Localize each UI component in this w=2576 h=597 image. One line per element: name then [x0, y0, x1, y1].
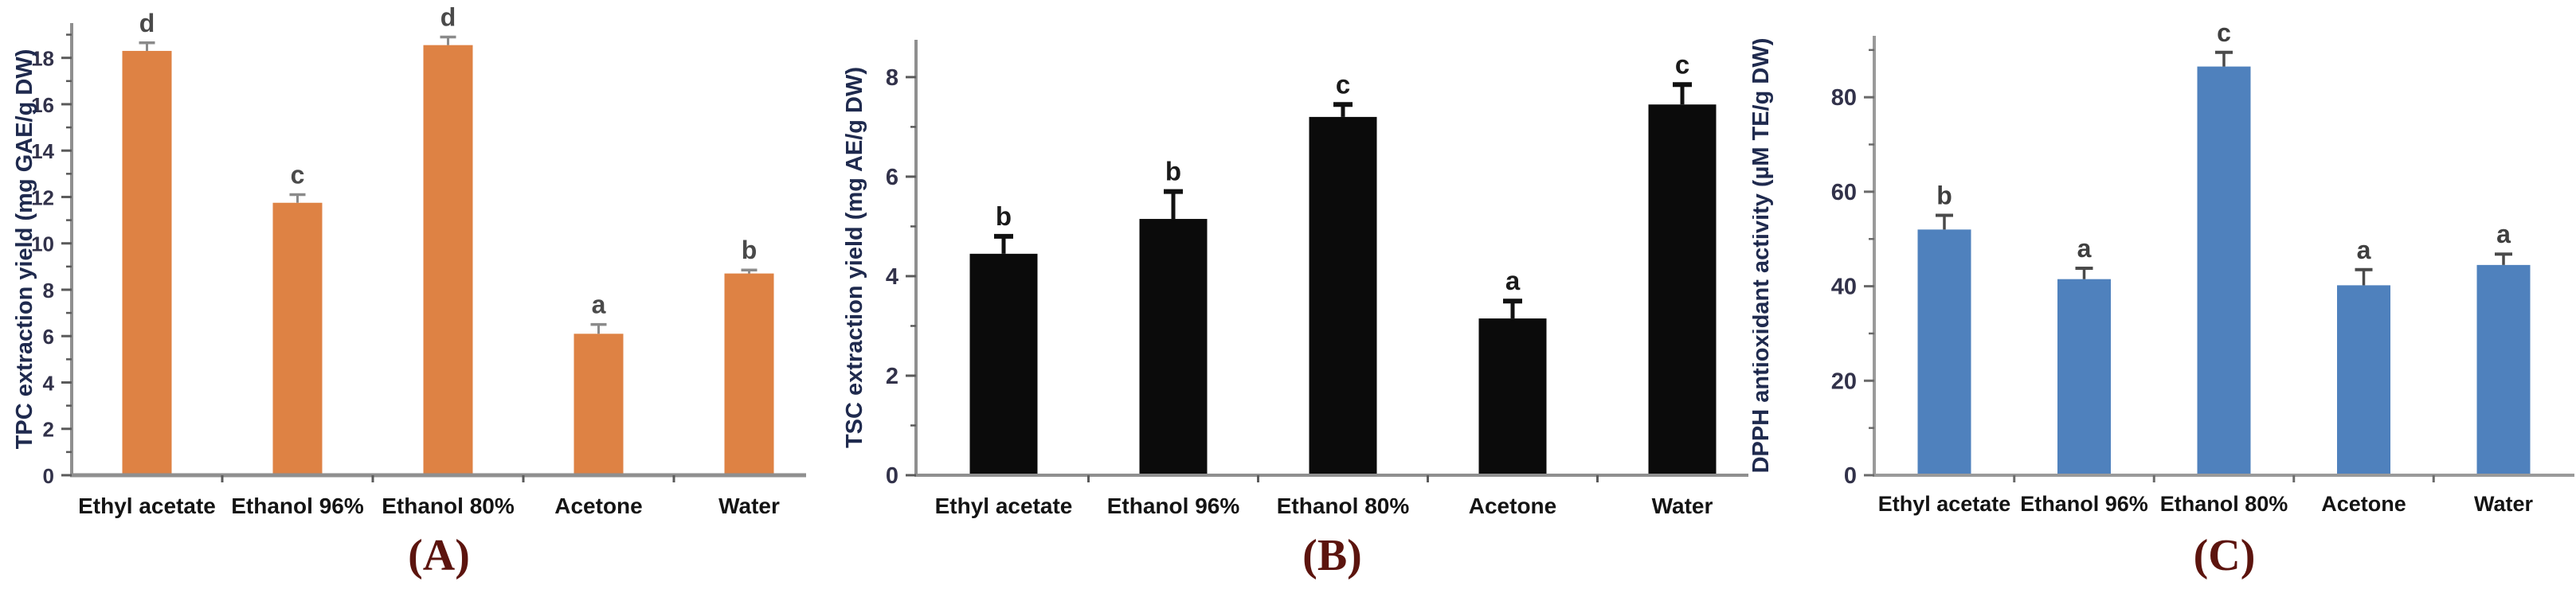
- sig-letter-0: d: [139, 9, 155, 37]
- panel-label: (A): [408, 531, 470, 580]
- bars-group: b b c a c: [969, 49, 1717, 476]
- y-tick-label: 14: [31, 139, 54, 163]
- bars-group: d c d a b: [122, 2, 774, 475]
- y-tick-label: 12: [31, 185, 54, 209]
- y-axis-label: TPC extraction yield (mg GAE/g DW): [12, 49, 37, 450]
- bar-4: [2476, 264, 2531, 475]
- bar-4: [1648, 104, 1717, 476]
- category-label-1: Ethanol 96%: [231, 494, 364, 518]
- panel-b-tsc: b b c a c 0 2 4 6 8 Ethyl acetate Ethanol 96% Ethano…: [844, 0, 1752, 597]
- y-tick-label: 2: [43, 418, 54, 442]
- category-label-0: Ethyl acetate: [935, 494, 1073, 518]
- sig-letter-0: b: [996, 201, 1012, 231]
- category-label-2: Ethanol 80%: [2160, 492, 2288, 516]
- sig-letter-2: c: [1336, 69, 1350, 99]
- y-tick-label: 0: [886, 463, 898, 489]
- category-label-4: Water: [718, 494, 780, 518]
- category-label-3: Acetone: [554, 494, 642, 518]
- axes-group: 0 2 4 6 8: [886, 40, 1748, 489]
- bar-0: [969, 253, 1038, 475]
- sig-letter-3: a: [1505, 266, 1521, 295]
- y-tick-label: 2: [886, 364, 898, 389]
- y-tick-label: 6: [43, 325, 54, 349]
- y-tick-label: 80: [1831, 85, 1857, 111]
- y-axis-label: DPPH antioxidant activity (µM TE/g DW): [1752, 38, 1774, 474]
- y-tick-label: 4: [886, 264, 898, 290]
- bar-2: [1309, 116, 1377, 475]
- category-label-0: Ethyl acetate: [1878, 492, 2011, 516]
- y-axis-label: TSC extraction yield (mg AE/g DW): [844, 67, 867, 448]
- sig-letter-4: b: [742, 236, 758, 264]
- category-label-0: Ethyl acetate: [78, 494, 216, 518]
- axes-group: 0 20 40 60 80: [1831, 36, 2574, 489]
- sig-letter-3: a: [592, 291, 606, 319]
- y-tick-label: 10: [31, 232, 54, 256]
- category-label-1: Ethanol 96%: [2020, 492, 2148, 516]
- bar-2: [423, 45, 473, 475]
- y-tick-label: 40: [1831, 275, 1857, 300]
- bar-3: [2337, 285, 2390, 475]
- tpc-bar-chart: d c d a b 0 2 4 6 8 10 12 14 16 18 Ethyl acetate Ethanol…: [12, 2, 806, 580]
- panel-label: (C): [2194, 531, 2256, 580]
- y-tick-label: 6: [886, 165, 898, 190]
- panel-label: (B): [1302, 531, 1362, 580]
- sig-letter-0: b: [1936, 181, 1952, 210]
- y-tick-label: 16: [31, 93, 54, 117]
- bar-1: [2057, 279, 2111, 475]
- sig-letter-1: c: [291, 161, 305, 189]
- axes-group: 0 2 4 6 8 10 12 14 16 18: [31, 23, 806, 488]
- y-tick-label: 60: [1831, 180, 1857, 205]
- category-label-4: Water: [1652, 494, 1713, 518]
- sig-letter-4: c: [1675, 49, 1689, 79]
- sig-letter-2: c: [2217, 18, 2231, 47]
- category-label-3: Acetone: [2321, 492, 2406, 516]
- category-label-3: Acetone: [1469, 494, 1556, 518]
- bar-0: [1917, 229, 1971, 475]
- bar-1: [272, 202, 323, 475]
- dpph-bar-chart: b a c a a 0 20 40 60 80 Ethyl acetate Ethanol 96% Et…: [1752, 18, 2574, 580]
- panel-a-tpc: d c d a b 0 2 4 6 8 10 12 14 16 18 Ethyl acetate Ethanol…: [0, 0, 844, 597]
- category-label-2: Ethanol 80%: [382, 494, 515, 518]
- y-tick-label: 4: [43, 371, 55, 395]
- category-label-1: Ethanol 96%: [1107, 494, 1240, 518]
- panel-c-dpph: b a c a a 0 20 40 60 80 Ethyl acetate Ethanol 96% Et…: [1752, 0, 2576, 597]
- sig-letter-1: a: [2077, 234, 2092, 263]
- category-label-2: Ethanol 80%: [1277, 494, 1410, 518]
- bars-group: b a c a a: [1917, 18, 2531, 476]
- sig-letter-2: d: [440, 2, 456, 31]
- bar-4: [724, 273, 774, 475]
- sig-letter-4: a: [2496, 220, 2511, 248]
- bar-3: [574, 334, 624, 475]
- y-tick-label: 0: [1844, 463, 1857, 489]
- bar-2: [2197, 66, 2251, 476]
- y-tick-label: 18: [31, 47, 54, 71]
- y-tick-label: 0: [43, 464, 54, 488]
- sig-letter-1: b: [1165, 157, 1181, 186]
- y-tick-label: 20: [1831, 369, 1857, 394]
- bar-0: [122, 50, 172, 475]
- y-tick-label: 8: [43, 279, 54, 302]
- sig-letter-3: a: [2357, 236, 2371, 264]
- bar-1: [1139, 219, 1208, 475]
- tsc-bar-chart: b b c a c 0 2 4 6 8 Ethyl acetate Ethanol 96% Ethano…: [844, 40, 1748, 580]
- category-label-4: Water: [2474, 492, 2534, 516]
- bar-3: [1478, 318, 1547, 475]
- y-tick-label: 8: [886, 65, 898, 91]
